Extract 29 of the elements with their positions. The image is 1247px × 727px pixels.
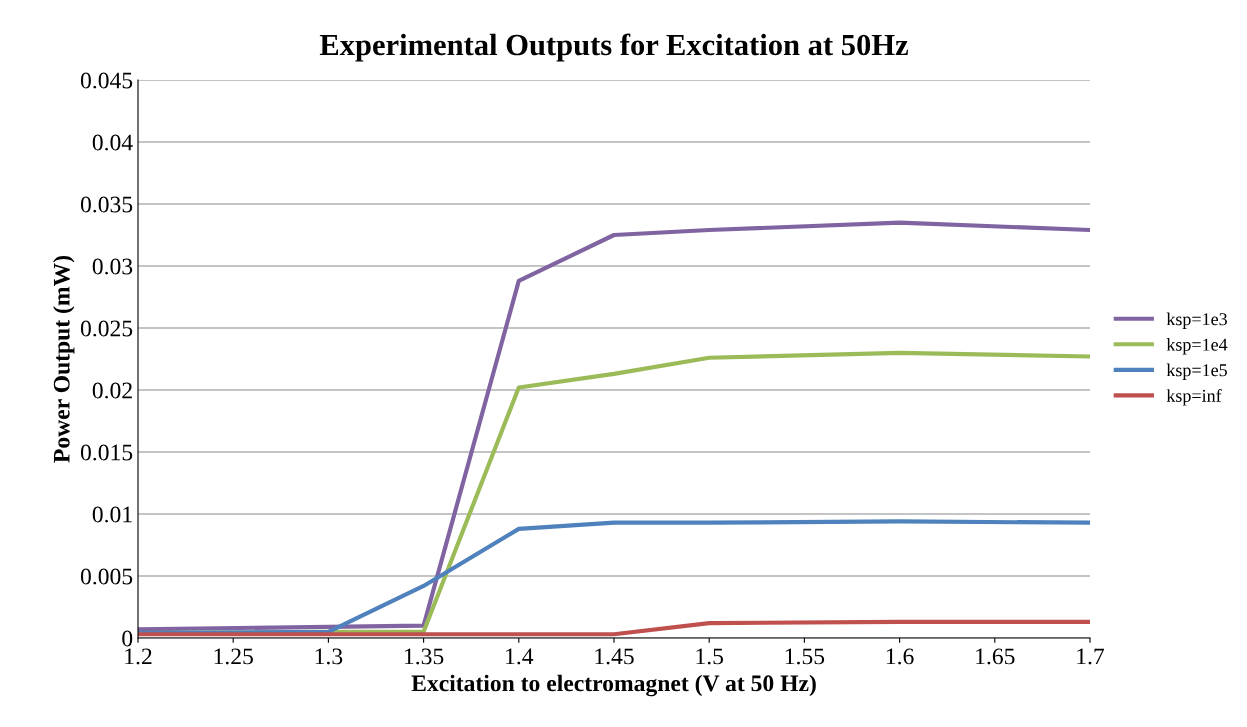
y-tick-label: 0.005: [80, 568, 133, 585]
x-tick-label: 1.5: [696, 648, 724, 665]
y-axis-title: Power Output (mW): [53, 255, 75, 463]
y-tick-label: 0.03: [92, 258, 133, 275]
chart-title: Experimental Outputs for Excitation at 50Hz: [319, 33, 908, 62]
x-tick-label: 1.6: [886, 648, 914, 665]
legend-label: ksp=1e3: [1166, 312, 1227, 329]
x-tick-label: 1.4: [506, 648, 534, 665]
y-tick-label: 0.02: [92, 382, 132, 399]
y-tick-label: 0.035: [80, 196, 133, 213]
x-tick-label: 1.3: [315, 648, 343, 665]
x-tick-label: 1.55: [785, 648, 825, 665]
y-tick-label: 0.01: [92, 506, 132, 523]
y-tick-label: 0.015: [80, 444, 133, 461]
legend-label: ksp=inf: [1166, 388, 1222, 406]
x-tick-label: 1.2: [125, 648, 152, 665]
x-tick-label: 1.45: [595, 648, 634, 665]
y-tick-label: 0.04: [92, 134, 133, 151]
legend-label: ksp=1e4: [1166, 338, 1228, 355]
x-tick-label: 1.65: [976, 648, 1015, 665]
y-tick-label: 0.045: [80, 72, 133, 89]
x-tick-label: 1.25: [214, 648, 253, 665]
y-tick-label: 0.025: [80, 320, 133, 337]
x-tick-label: 1.7: [1077, 648, 1105, 665]
x-axis-title: Excitation to electromagnet (V at 50 Hz): [411, 674, 816, 697]
x-tick-label: 1.35: [405, 648, 444, 665]
line-series: [138, 220, 1090, 632]
legend-label: ksp=1e5: [1166, 363, 1227, 380]
y-tick-label: 0: [122, 630, 133, 647]
